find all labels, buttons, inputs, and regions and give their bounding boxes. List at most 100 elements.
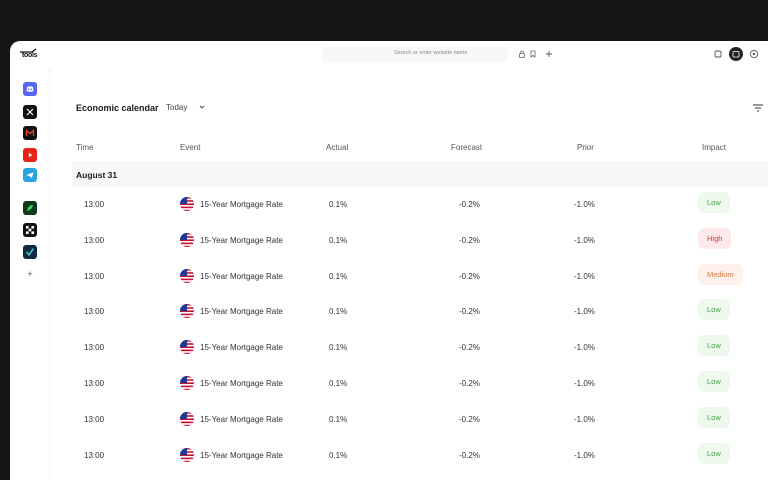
table-row[interactable]: 13:00 15-Year Mortgage Rate 0.1% -0.2% -1.0%… bbox=[76, 438, 768, 474]
sidebar-app-checkmark[interactable] bbox=[23, 245, 37, 259]
row-prior: -1.0% bbox=[574, 343, 595, 353]
row-actual: 0.1% bbox=[329, 450, 348, 460]
economic-calendar-panel: Economic calendar Today Time Event Actua… bbox=[52, 69, 768, 480]
row-actual: 0.1% bbox=[329, 414, 348, 424]
sidebar-app-okx[interactable] bbox=[23, 223, 37, 237]
row-event[interactable]: 15-Year Mortgage Rate bbox=[200, 414, 283, 424]
impact-badge: Medium bbox=[698, 263, 743, 285]
us-flag-icon bbox=[180, 411, 194, 426]
table-row[interactable]: 13:00 15-Year Mortgage Rate 0.1% -0.2% -1.0%… bbox=[76, 402, 768, 438]
settings-icon[interactable] bbox=[749, 49, 759, 59]
page-title: Economic calendar bbox=[76, 103, 159, 113]
row-actual: 0.1% bbox=[329, 271, 348, 281]
row-actual: 0.1% bbox=[329, 235, 348, 245]
checkmark-logo-icon bbox=[25, 248, 35, 257]
sidebar-add-button[interactable]: + bbox=[27, 269, 33, 279]
row-forecast: -0.2% bbox=[459, 200, 480, 209]
x-logo-icon bbox=[26, 108, 34, 116]
column-header-prior[interactable]: Prior bbox=[577, 143, 594, 152]
column-header-actual[interactable]: Actual bbox=[326, 143, 349, 152]
extensions-icon[interactable] bbox=[713, 49, 723, 59]
row-event[interactable]: 15-Year Mortgage Rate bbox=[200, 235, 283, 245]
row-event[interactable]: 15-Year Mortgage Rate bbox=[200, 271, 283, 281]
sidebar-app-youtube[interactable] bbox=[23, 148, 37, 162]
row-forecast: -0.2% bbox=[459, 379, 480, 388]
date-group-label: August 31 bbox=[76, 170, 118, 180]
impact-badge: High bbox=[698, 227, 732, 249]
row-prior: -1.0% bbox=[574, 414, 595, 424]
new-tab-plus-icon[interactable] bbox=[545, 50, 553, 58]
row-prior: -1.0% bbox=[574, 235, 595, 245]
telegram-icon bbox=[26, 172, 34, 178]
row-prior: -1.0% bbox=[574, 200, 595, 209]
browser-window: tools Search or enter website name bbox=[10, 41, 768, 480]
table-row[interactable]: 13:00 15-Year Mortgage Rate 0.1% -0.2% -1.0%… bbox=[76, 259, 768, 295]
table-row[interactable]: 13:00 15-Year Mortgage Rate 0.1% -0.2% -1.0%… bbox=[76, 223, 768, 259]
row-forecast: -0.2% bbox=[459, 450, 480, 460]
impact-badge: Low bbox=[698, 335, 730, 357]
row-time: 13:00 bbox=[84, 450, 105, 460]
sidebar-app-x[interactable] bbox=[23, 105, 37, 119]
chevron-down-icon[interactable] bbox=[198, 103, 206, 111]
filter-icon[interactable] bbox=[752, 102, 764, 114]
column-header-forecast[interactable]: Forecast bbox=[451, 143, 483, 152]
row-actual: 0.1% bbox=[329, 200, 348, 209]
address-bar[interactable]: Search or enter website name bbox=[322, 47, 508, 62]
sidebar-app-telegram[interactable] bbox=[23, 168, 37, 182]
leaf-icon bbox=[27, 205, 33, 211]
bookmark-icon[interactable] bbox=[529, 50, 537, 58]
row-time: 13:00 bbox=[84, 343, 105, 353]
column-header-time[interactable]: Time bbox=[76, 143, 94, 152]
row-event[interactable]: 15-Year Mortgage Rate bbox=[200, 307, 283, 317]
browser-toolbar: tools Search or enter website name bbox=[10, 41, 768, 69]
table-row[interactable]: 13:00 15-Year Mortgage Rate 0.1% -0.2% -1.0%… bbox=[76, 187, 768, 223]
us-flag-icon bbox=[180, 268, 194, 283]
us-flag-icon bbox=[180, 447, 194, 462]
logo-swoosh-icon bbox=[20, 48, 37, 53]
sidebar-app-green[interactable] bbox=[23, 201, 37, 215]
us-flag-icon bbox=[180, 376, 194, 390]
us-flag-icon bbox=[180, 340, 194, 355]
okx-icon bbox=[26, 226, 34, 234]
row-time: 13:00 bbox=[84, 307, 105, 317]
impact-badge: Low bbox=[698, 192, 730, 213]
tools-logo[interactable]: tools bbox=[18, 48, 44, 64]
sidebar-app-discord[interactable] bbox=[23, 82, 37, 96]
row-actual: 0.1% bbox=[329, 379, 348, 388]
discord-icon bbox=[26, 86, 34, 92]
table-row[interactable]: 13:00 15-Year Mortgage Rate 0.1% -0.2% -1.0%… bbox=[76, 330, 768, 366]
row-prior: -1.0% bbox=[574, 450, 595, 460]
row-time: 13:00 bbox=[84, 235, 105, 245]
impact-badge: Low bbox=[698, 442, 730, 464]
row-prior: -1.0% bbox=[574, 307, 595, 317]
us-flag-icon bbox=[180, 232, 194, 247]
column-header-event[interactable]: Event bbox=[180, 143, 201, 152]
row-event[interactable]: 15-Year Mortgage Rate bbox=[200, 343, 283, 353]
row-time: 13:00 bbox=[84, 271, 105, 281]
table-row[interactable]: 13:00 15-Year Mortgage Rate 0.1% -0.2% -1.0%… bbox=[76, 366, 768, 402]
row-time: 13:00 bbox=[84, 379, 105, 388]
row-forecast: -0.2% bbox=[459, 414, 480, 424]
row-event[interactable]: 15-Year Mortgage Rate bbox=[200, 379, 283, 388]
impact-badge: Low bbox=[698, 406, 730, 428]
sidebar: + bbox=[10, 69, 48, 480]
lock-icon[interactable] bbox=[518, 50, 526, 58]
row-time: 13:00 bbox=[84, 200, 105, 209]
row-event[interactable]: 15-Year Mortgage Rate bbox=[200, 450, 283, 460]
row-forecast: -0.2% bbox=[459, 271, 480, 281]
row-actual: 0.1% bbox=[329, 343, 348, 353]
row-actual: 0.1% bbox=[329, 307, 348, 317]
row-forecast: -0.2% bbox=[459, 307, 480, 317]
date-filter-dropdown[interactable]: Today bbox=[166, 103, 188, 112]
us-flag-icon bbox=[180, 304, 194, 319]
row-forecast: -0.2% bbox=[459, 235, 480, 245]
row-time: 13:00 bbox=[84, 414, 105, 424]
row-prior: -1.0% bbox=[574, 271, 595, 281]
logo-text: tools bbox=[22, 52, 38, 59]
calendar-app-icon[interactable] bbox=[729, 47, 743, 61]
row-event[interactable]: 15-Year Mortgage Rate bbox=[200, 200, 283, 209]
row-forecast: -0.2% bbox=[459, 343, 480, 353]
table-row[interactable]: 13:00 15-Year Mortgage Rate 0.1% -0.2% -1.0%… bbox=[76, 294, 768, 330]
sidebar-app-gmail[interactable] bbox=[23, 126, 37, 140]
column-header-impact[interactable]: Impact bbox=[702, 143, 727, 152]
